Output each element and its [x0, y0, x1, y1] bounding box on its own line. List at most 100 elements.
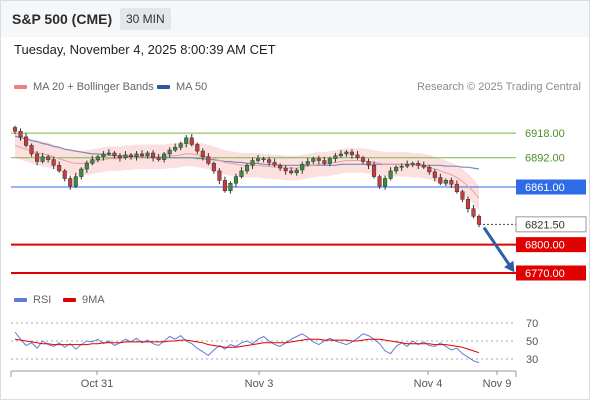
ma9-swatch — [63, 298, 76, 302]
candle-body — [305, 161, 310, 165]
legend-rsi: RSI — [14, 294, 51, 306]
rsi-line — [14, 331, 480, 364]
candle-body — [349, 151, 355, 156]
candle-body — [211, 163, 216, 172]
level-label: 6770.00 — [525, 268, 565, 280]
candle-body — [438, 177, 443, 184]
level-label-box — [515, 216, 587, 233]
candle-body — [29, 145, 34, 155]
level-label-box — [516, 237, 586, 253]
candle-body — [421, 165, 426, 168]
candle-body — [338, 153, 343, 157]
header-bar: S&P 500 (CME) 30 MIN — [1, 1, 589, 37]
candle-body — [278, 165, 283, 169]
candle-body — [272, 162, 277, 166]
level-label: 6861.00 — [525, 182, 565, 194]
candle-body — [217, 170, 222, 181]
candle-body — [383, 178, 388, 187]
candle-body — [465, 199, 471, 209]
x-tick-label: Oct 31 — [81, 378, 113, 390]
candle-body — [123, 154, 128, 158]
candle-body — [195, 144, 200, 152]
candle-body — [145, 152, 150, 157]
candle-body — [206, 156, 211, 164]
candle-body — [68, 178, 73, 187]
candle-body — [228, 182, 233, 192]
candle-body — [184, 137, 189, 144]
legend-ma50-label: MA 50 — [176, 81, 208, 93]
candle-body — [134, 153, 139, 158]
candle-body — [244, 165, 250, 172]
candle-body — [432, 171, 437, 178]
candle-body — [416, 163, 421, 166]
x-tick-label: Nov 9 — [483, 378, 512, 390]
candle-body — [427, 166, 432, 173]
candle-body — [300, 164, 305, 171]
candle-body — [84, 163, 89, 170]
candle-body — [476, 216, 482, 225]
candle-body — [261, 158, 266, 160]
rsi-ma9-line — [14, 338, 480, 354]
candle-body — [200, 150, 205, 158]
candle-body — [289, 170, 294, 174]
candle-body — [23, 136, 29, 146]
candle-body — [283, 167, 288, 172]
candle-body — [222, 180, 227, 192]
legend-9ma: 9MA — [63, 294, 105, 306]
legend-ma50: MA 50 — [157, 81, 207, 93]
candle-body — [394, 166, 399, 172]
projection-arrow-line — [482, 226, 513, 269]
candle-body — [57, 165, 62, 172]
level-label: 6821.50 — [525, 219, 565, 231]
candle-body — [410, 163, 415, 165]
candle-body — [250, 160, 255, 166]
candle-body — [355, 154, 360, 158]
candle-body — [173, 147, 178, 151]
candle-body — [117, 155, 123, 158]
candle-body — [344, 151, 349, 155]
level-label-box — [516, 179, 586, 195]
ma50-swatch — [157, 85, 170, 89]
ma20-swatch — [14, 85, 27, 89]
candle-body — [51, 159, 56, 166]
candle-body — [311, 158, 316, 162]
candle-body — [156, 157, 161, 160]
candle-body — [46, 156, 51, 160]
interval-badge[interactable]: 30 MIN — [120, 8, 171, 30]
candle-body — [162, 153, 167, 160]
legend-rsi-label: RSI — [33, 294, 52, 306]
x-tick-label: Nov 4 — [414, 378, 443, 390]
candle-body — [294, 169, 299, 174]
candle-body — [167, 149, 172, 155]
candle-body — [471, 208, 476, 217]
candle-body — [388, 170, 393, 179]
rsi-tick-label: 50 — [526, 336, 538, 348]
candle-body — [366, 161, 371, 166]
candle-body — [322, 160, 327, 164]
candle-body — [112, 152, 117, 157]
candle-body — [106, 152, 111, 155]
candle-body — [460, 191, 465, 200]
candle-body — [255, 158, 261, 161]
x-tick-label: Nov 3 — [245, 378, 274, 390]
candle-body — [267, 159, 272, 163]
rsi-tick-label: 70 — [526, 318, 538, 330]
candle-body — [178, 143, 183, 148]
candle-body — [40, 156, 45, 162]
candle-body — [35, 153, 40, 162]
level-label: 6892.00 — [525, 153, 565, 165]
candle-body — [233, 176, 239, 184]
candle-body — [189, 137, 194, 145]
credit-text: Research © 2025 Trading Central — [416, 81, 581, 93]
candle-body — [239, 170, 244, 177]
candle-body — [405, 164, 410, 167]
candle-body — [360, 157, 366, 162]
legend-9ma-label: 9MA — [82, 294, 105, 306]
candle-body — [95, 156, 100, 160]
candle-body — [101, 153, 106, 158]
candle-body — [333, 155, 338, 159]
candle-body — [62, 170, 67, 179]
candle-body — [90, 159, 95, 164]
candle-body — [327, 158, 332, 164]
instrument-title: S&P 500 (CME) — [12, 11, 113, 27]
